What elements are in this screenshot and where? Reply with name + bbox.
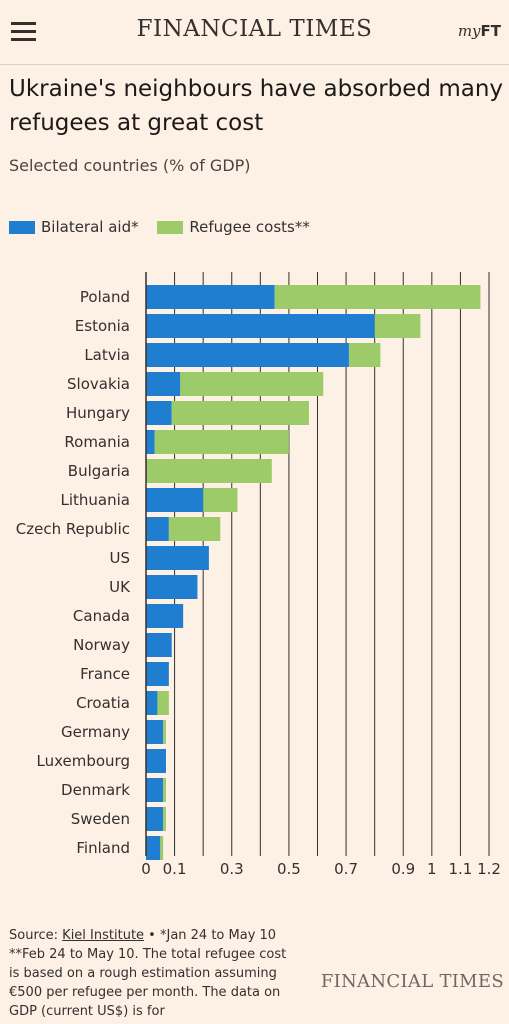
bar-bilateral-aid: [146, 662, 169, 686]
bar-bilateral-aid: [146, 343, 349, 367]
category-label: Germany: [61, 723, 130, 741]
category-label: Romania: [64, 433, 130, 451]
bar-bilateral-aid: [146, 720, 164, 744]
bar-bilateral-aid: [146, 691, 158, 715]
chart-subtitle: Selected countries (% of GDP): [9, 156, 251, 175]
category-label: Finland: [76, 839, 130, 857]
x-tick-label: 0: [141, 860, 151, 878]
x-tick-label: 0.9: [391, 860, 415, 878]
bar-refugee-costs: [374, 314, 421, 338]
legend-swatch-bilateral-aid: [9, 220, 35, 234]
category-label: US: [109, 549, 130, 567]
myft-link[interactable]: myFT: [458, 22, 501, 40]
category-label: Luxembourg: [37, 752, 131, 770]
x-tick-label: 1.2: [477, 860, 501, 878]
bar-refugee-costs: [154, 430, 289, 454]
bar-refugee-costs: [203, 488, 238, 512]
bar-bilateral-aid: [146, 314, 375, 338]
x-tick-label: 0.7: [334, 860, 358, 878]
bar-refugee-costs: [171, 401, 309, 425]
bar-bilateral-aid: [146, 546, 209, 570]
bar-bilateral-aid: [146, 633, 172, 657]
bar-refugee-costs: [163, 778, 167, 802]
category-label: Slovakia: [67, 375, 130, 393]
myft-prefix: my: [457, 22, 481, 40]
bar-refugee-costs: [157, 691, 169, 715]
bar-bilateral-aid: [146, 488, 204, 512]
x-tick-label: 1: [427, 860, 437, 878]
bar-bilateral-aid: [146, 749, 167, 773]
legend-item-bilateral-aid: Bilateral aid*: [9, 218, 139, 236]
bar-bilateral-aid: [146, 604, 184, 628]
category-label: Poland: [80, 288, 130, 306]
bar-bilateral-aid: [146, 372, 181, 396]
legend-swatch-refugee-costs: [157, 220, 184, 234]
bar-bilateral-aid: [146, 575, 198, 599]
bar-bilateral-aid: [146, 401, 172, 425]
source-notes: • *Jan 24 to May 10 **Feb 24 to May 10. …: [9, 928, 287, 1019]
category-label: UK: [109, 578, 131, 596]
x-tick-label: 0.3: [220, 860, 244, 878]
x-tick-label: 1.1: [448, 860, 472, 878]
x-tick-label: 0.5: [277, 860, 301, 878]
bar-bilateral-aid: [146, 430, 155, 454]
article-headline: Ukraine's neighbours have absorbed many …: [9, 76, 504, 136]
bar-refugee-costs: [348, 343, 381, 367]
source-note: Source: Kiel Institute • *Jan 24 to May …: [9, 926, 299, 1021]
category-label: Croatia: [76, 694, 130, 712]
hamburger-menu-icon[interactable]: [11, 22, 36, 41]
bar-refugee-costs: [274, 285, 481, 309]
brand-logo[interactable]: FINANCIAL TIMES: [136, 16, 373, 42]
category-label: Latvia: [84, 346, 130, 364]
category-label: Lithuania: [61, 491, 130, 509]
chart-legend: Bilateral aid* Refugee costs**: [9, 218, 324, 238]
bar-bilateral-aid: [146, 836, 161, 860]
bar-refugee-costs: [168, 517, 221, 541]
footer-brand-logo: FINANCIAL TIMES: [320, 971, 504, 992]
legend-label-bilateral-aid: Bilateral aid*: [41, 218, 139, 236]
legend-item-refugee-costs: Refugee costs**: [157, 218, 310, 236]
category-label: Denmark: [61, 781, 130, 799]
source-prefix: Source:: [9, 928, 63, 943]
category-label: Estonia: [75, 317, 130, 335]
category-label: France: [80, 665, 130, 683]
x-tick-label: 0.1: [163, 860, 187, 878]
category-label: Hungary: [66, 404, 130, 422]
category-label: Canada: [73, 607, 130, 625]
bar-chart: Poland Estonia Latvia Slovakia Hungary Romani…: [16, 272, 501, 878]
category-label: Sweden: [71, 810, 130, 828]
category-label: Bulgaria: [68, 462, 130, 480]
myft-suffix: FT: [480, 22, 501, 40]
bar-refugee-costs: [163, 807, 167, 831]
top-bar: FINANCIAL TIMES myFT: [0, 0, 509, 65]
bar-bilateral-aid: [146, 807, 164, 831]
bar-refugee-costs: [160, 836, 164, 860]
legend-label-refugee-costs: Refugee costs**: [189, 218, 310, 236]
source-link-kiel-institute[interactable]: Kiel Institute: [62, 928, 145, 943]
bar-refugee-costs: [180, 372, 324, 396]
category-label: Czech Republic: [16, 520, 130, 538]
bar-bilateral-aid: [146, 517, 169, 541]
bar-bilateral-aid: [146, 778, 164, 802]
bar-refugee-costs: [163, 720, 167, 744]
bar-bilateral-aid: [146, 285, 275, 309]
category-label: Norway: [73, 636, 130, 654]
bar-refugee-costs: [146, 459, 272, 483]
